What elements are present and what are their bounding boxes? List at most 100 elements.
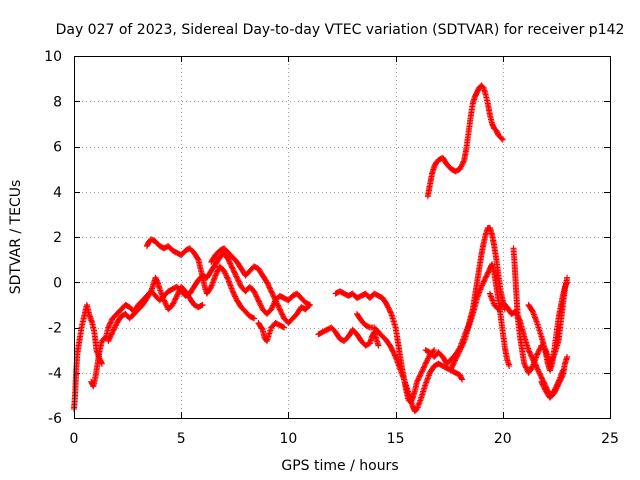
data-point [222,270,229,277]
data-point [535,349,542,356]
data-point [268,305,275,312]
x-tick-label: 15 [387,431,405,447]
data-point [232,294,239,301]
data-point [221,269,228,276]
data-point [420,365,427,372]
x-tick-label: 10 [279,431,297,447]
data-point [480,278,487,285]
data-point [451,358,458,365]
data-point [222,271,229,278]
data-point [275,302,281,309]
data-point [539,380,545,387]
data-point [414,378,420,385]
data-point [534,350,541,357]
data-point [525,347,532,354]
data-point [533,354,539,361]
data-point [526,349,533,356]
data-point [270,292,277,299]
data-point [399,370,405,377]
data-point [392,352,398,359]
y-tick-label: 6 [53,140,62,156]
data-point [163,302,170,309]
data-point [424,376,431,383]
data-point [274,301,281,308]
data-point [390,350,397,356]
data-point [419,367,426,374]
data-point [276,305,283,312]
data-point [171,298,178,304]
data-point [162,299,169,306]
data-point [157,288,164,295]
x-tick-label: 5 [177,431,186,447]
data-point [457,345,464,352]
data-point [460,158,467,165]
data-point [109,330,115,337]
data-point [556,378,563,385]
data-point [531,358,538,365]
data-point [555,381,562,388]
data-point [268,306,275,313]
data-point [232,293,239,300]
data-point [173,294,180,301]
data-point [478,283,485,290]
data-point [233,274,240,281]
data-point [387,309,394,316]
data-point [457,164,464,171]
data-point [265,281,272,288]
data-point [251,288,258,295]
data-point [229,286,236,293]
data-point [251,289,258,296]
data-point [452,356,459,363]
data-point [460,339,467,346]
data-point [105,324,112,331]
data-point [223,273,230,280]
data-point [539,381,546,388]
data-point [225,256,232,263]
data-point [211,275,218,282]
data-point [485,269,492,276]
y-tick-label: -6 [48,411,62,427]
data-point [479,281,486,288]
data-point [172,296,179,303]
data-point [420,364,427,371]
data-point [489,297,496,304]
data-point [557,377,564,384]
data-point [273,299,280,306]
data-point [279,311,286,318]
y-tick-label: 4 [53,185,62,201]
data-point [107,334,114,341]
data-point [107,332,114,339]
data-point [425,355,432,362]
data-point [391,351,398,358]
data-point [395,362,402,369]
data-point [535,369,542,376]
x-tick-labels: 0 5 10 15 20 25 [70,431,619,447]
data-point [424,356,431,363]
data-point [226,279,233,286]
data-point [384,301,390,308]
data-point [455,349,462,356]
data-point [105,323,112,330]
data-point [275,303,282,310]
data-point [214,268,221,275]
data-point [228,263,235,270]
data-point [162,301,169,308]
data-point [480,279,487,286]
data-point [281,324,288,331]
data-point [552,387,559,394]
data-point [521,362,528,368]
data-point [482,276,488,282]
data-point [499,136,506,143]
data-point [235,278,242,285]
data-point [256,299,263,306]
data-point [537,373,544,379]
data-point [418,369,425,376]
data-point [252,292,259,299]
data-point [110,327,117,334]
data-point [460,159,466,166]
data-point [422,360,429,367]
data-point [485,268,492,275]
data-point [229,264,235,271]
data-point [459,376,466,383]
